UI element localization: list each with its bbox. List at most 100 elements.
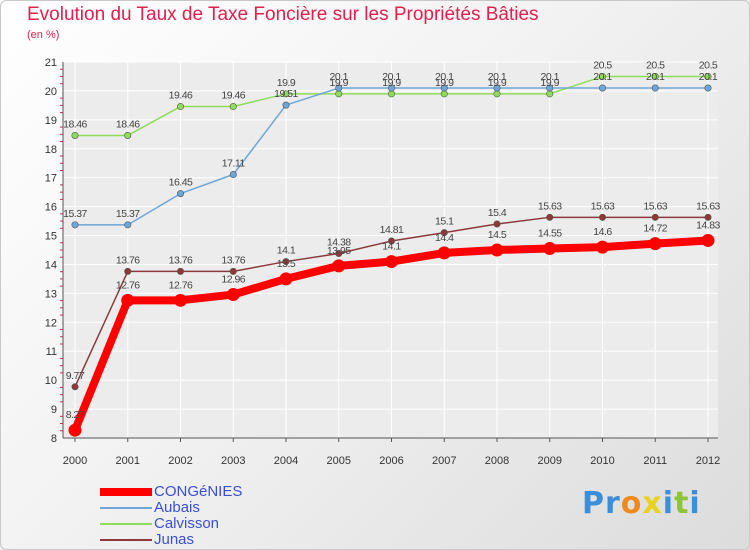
data-label: 19.46 (221, 90, 245, 102)
data-point (598, 72, 606, 80)
data-point (543, 242, 557, 256)
data-point (704, 72, 712, 80)
x-tick-label: 2005 (327, 455, 351, 467)
data-point (332, 259, 346, 273)
data-point (493, 90, 501, 98)
data-label: 19.46 (169, 90, 193, 102)
y-tick-label: 15 (45, 231, 57, 243)
data-point (282, 258, 290, 266)
data-point (229, 103, 237, 111)
x-tick-label: 2012 (696, 455, 720, 467)
data-label: 13.76 (169, 254, 193, 266)
data-point (546, 213, 554, 221)
y-tick-label: 21 (45, 57, 57, 69)
data-label: 19.9 (330, 77, 349, 89)
data-label: 14.38 (327, 236, 351, 248)
data-point (387, 84, 395, 92)
data-point (124, 131, 132, 139)
data-label: 14.5 (488, 229, 507, 241)
y-tick-label: 11 (46, 346, 57, 358)
x-tick-label: 2007 (432, 455, 456, 467)
data-label: 14.72 (643, 223, 667, 235)
data-label: 12.96 (221, 274, 245, 286)
data-point (177, 103, 185, 111)
logo-letter: i (662, 486, 675, 521)
data-point (651, 72, 659, 80)
data-point (704, 213, 712, 221)
data-label: 14.1 (277, 245, 296, 257)
data-point (177, 267, 185, 275)
data-point (387, 237, 395, 245)
y-tick-label: 12 (45, 317, 57, 329)
data-label: 16.45 (169, 177, 193, 189)
data-label: 19.9 (435, 77, 454, 89)
data-label: 15.4 (488, 207, 507, 219)
data-label: 15.63 (538, 200, 562, 212)
logo-letter: r (605, 486, 621, 521)
data-label: 20.1 (435, 71, 454, 83)
data-label: 20.5 (593, 59, 612, 71)
data-point (546, 90, 554, 98)
data-point (440, 90, 448, 98)
data-point (71, 131, 79, 139)
data-label: 14.6 (593, 226, 612, 238)
legend-swatch (100, 488, 152, 496)
y-tick-label: 8 (51, 433, 57, 445)
data-label: 20.1 (488, 71, 507, 83)
data-point (177, 190, 185, 198)
x-tick-label: 2011 (643, 455, 667, 467)
data-point (440, 229, 448, 237)
data-label: 20.1 (382, 71, 401, 83)
data-point (335, 249, 343, 257)
x-tick-label: 2010 (590, 455, 614, 467)
y-tick-label: 9 (51, 404, 57, 416)
data-point (335, 90, 343, 98)
data-point (335, 84, 343, 92)
data-label: 8.27 (66, 409, 85, 421)
y-tick-label: 10 (45, 375, 57, 387)
data-point (68, 423, 82, 437)
data-label: 14.81 (380, 224, 404, 236)
data-label: 18.46 (116, 118, 140, 130)
logo-letter: o (620, 486, 643, 521)
data-label: 14.4 (435, 232, 454, 244)
data-point (229, 171, 237, 179)
data-label: 15.37 (116, 208, 140, 220)
x-tick-label: 2006 (379, 455, 403, 467)
logo-letter: x (642, 486, 663, 521)
data-point (71, 383, 79, 391)
chart-title: Evolution du Taux de Taxe Foncière sur l… (27, 4, 539, 25)
data-point (174, 293, 187, 307)
data-label: 20.5 (699, 59, 718, 71)
data-point (71, 221, 79, 229)
data-point (124, 221, 132, 229)
legend-label: Calvisson (154, 515, 220, 532)
x-tick-label: 2002 (168, 455, 192, 467)
data-point (596, 240, 609, 254)
series-congnies (68, 233, 715, 437)
y-tick-label: 20 (45, 86, 57, 98)
data-label: 15.63 (696, 200, 720, 212)
legend-item: CONGéNIES (100, 484, 242, 500)
data-label: 13.5 (277, 258, 296, 270)
data-point (226, 288, 240, 302)
legend-item: Aubais (100, 500, 242, 516)
x-tick-label: 2001 (116, 455, 140, 467)
data-label: 13.76 (116, 254, 140, 266)
data-point (279, 272, 293, 286)
data-label: 15.37 (63, 208, 87, 220)
data-point (387, 90, 395, 98)
data-label: 19.9 (541, 77, 560, 89)
data-point (229, 267, 237, 275)
data-point (282, 90, 290, 98)
data-label: 14.83 (696, 219, 720, 231)
x-tick-label: 2000 (63, 455, 87, 467)
data-label: 17.11 (222, 158, 246, 170)
legend-label: Junas (154, 531, 195, 548)
data-point (282, 101, 290, 109)
data-point (490, 243, 504, 257)
data-point (124, 267, 132, 275)
data-label: 20.1 (541, 71, 560, 83)
legend-label: CONGéNIES (154, 483, 243, 500)
